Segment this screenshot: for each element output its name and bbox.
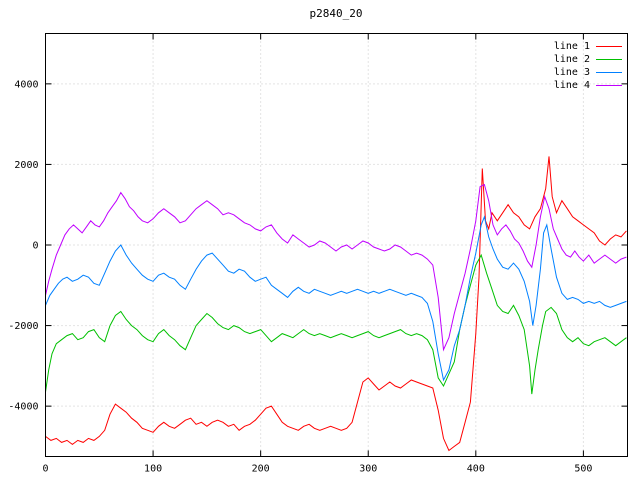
plot-border (45, 33, 628, 457)
legend-label-line-3: line 3 (553, 67, 590, 78)
legend-item-line-3: line 3 (554, 66, 622, 79)
x-tick-label: 400 (467, 464, 485, 475)
y-tick-label: 0 (32, 241, 38, 252)
y-tick-label: -2000 (8, 321, 38, 332)
series-line-3 (45, 215, 627, 382)
series-line-2 (45, 253, 627, 395)
x-tick-label: 0 (42, 464, 48, 475)
series-line-1 (45, 156, 627, 452)
x-tick-label: 100 (144, 464, 162, 475)
legend-label-line-1: line 1 (553, 41, 590, 52)
legend-label-line-2: line 2 (553, 54, 590, 65)
y-tick-label: 4000 (14, 79, 38, 90)
legend-item-line-2: line 2 (554, 53, 622, 66)
legend: line 1 line 2 line 3 line 4 (554, 40, 622, 92)
x-tick-label: 200 (252, 464, 270, 475)
legend-item-line-4: line 4 (554, 79, 622, 92)
legend-line-sample-2 (596, 59, 622, 60)
legend-line-sample-3 (596, 72, 622, 73)
legend-item-line-1: line 1 (554, 40, 622, 53)
series-line-4 (45, 183, 627, 352)
x-tick-label: 300 (359, 464, 377, 475)
legend-line-sample-1 (596, 46, 622, 47)
y-tick-label: -4000 (8, 402, 38, 413)
chart-title: p2840_20 (309, 7, 363, 20)
x-tick-label: 500 (574, 464, 592, 475)
y-tick-label: 2000 (14, 160, 38, 171)
legend-label-line-4: line 4 (553, 80, 590, 91)
legend-line-sample-4 (596, 85, 622, 86)
